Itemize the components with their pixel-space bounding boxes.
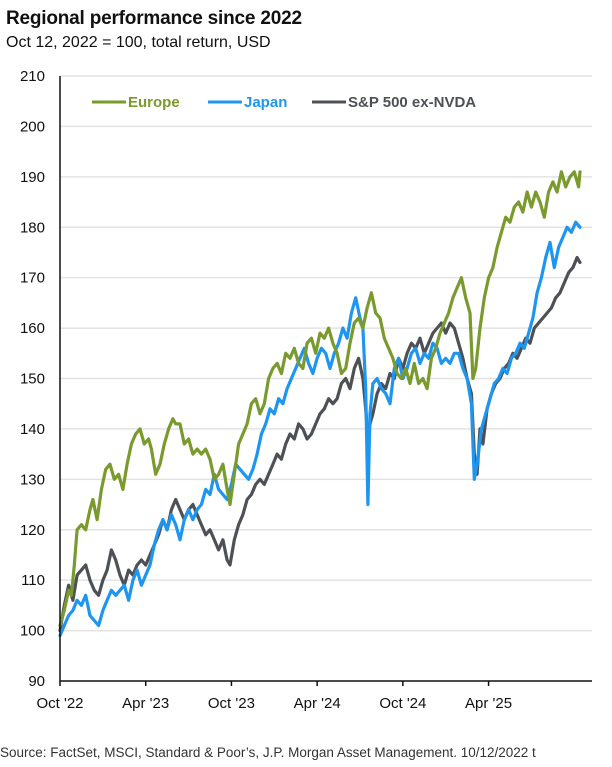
y-tick-label: 140 — [20, 421, 45, 438]
y-tick-label: 110 — [21, 572, 45, 589]
legend-label-europe: Europe — [128, 94, 180, 111]
x-tick-label: Apr '25 — [465, 695, 512, 712]
x-tick-label: Oct '23 — [208, 695, 255, 712]
series-lines — [58, 170, 582, 638]
y-tick-label: 190 — [20, 169, 45, 186]
axes — [59, 76, 592, 682]
legend-label-japan: Japan — [244, 94, 287, 111]
y-tick-labels: 90 100 110 120 130 140 150 160 170 180 190 200 210 — [20, 68, 45, 690]
gridlines — [60, 75, 592, 632]
y-tick-label: 150 — [20, 371, 45, 388]
x-tick-label: Apr '23 — [122, 695, 169, 712]
y-tick-label: 130 — [20, 471, 45, 488]
y-tick-label: 90 — [28, 673, 45, 690]
x-tick-label: Oct '22 — [36, 695, 83, 712]
series-line-europe — [58, 170, 582, 628]
y-tick-label: 180 — [20, 219, 45, 236]
source-footnote: Source: FactSet, MSCI, Standard & Poor’s… — [0, 745, 536, 760]
y-tick-label: 100 — [20, 623, 45, 640]
x-tick-labels: Oct '22 Apr '23 Oct '23 Apr '24 Oct '24 Apr '… — [36, 681, 512, 712]
y-tick-label: 210 — [20, 68, 45, 85]
x-tick-label: Oct '24 — [379, 695, 426, 712]
y-tick-label: 120 — [20, 522, 45, 539]
chart-subtitle: Oct 12, 2022 = 100, total return, USD — [6, 34, 271, 51]
y-tick-label: 200 — [20, 118, 45, 135]
legend: Europe Japan S&P 500 ex-NVDA — [92, 94, 476, 111]
chart-title: Regional performance since 2022 — [6, 8, 302, 29]
y-tick-label: 170 — [20, 270, 45, 287]
legend-label-s-p-500-ex-nvda: S&P 500 ex-NVDA — [348, 94, 476, 111]
y-tick-label: 160 — [20, 320, 45, 337]
series-line-japan — [58, 220, 582, 638]
x-tick-label: Apr '24 — [294, 695, 341, 712]
